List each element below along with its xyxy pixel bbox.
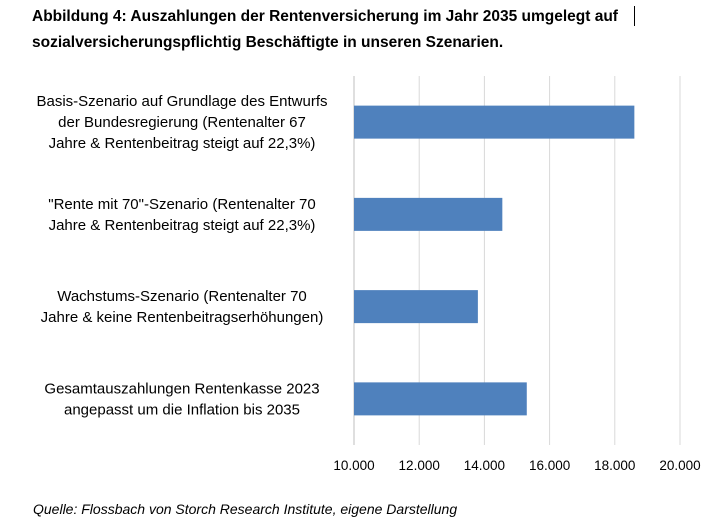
category-label-line: Jahre & Rentenbeitrag steigt auf 22,3%) <box>49 217 316 234</box>
category-label: Gesamtauszahlungen Rentenkasse 2023 angep… <box>44 380 319 418</box>
text-cursor <box>634 6 635 26</box>
category-label-line: "Rente mit 70"-Szenario (Rentenalter 70 <box>48 196 315 213</box>
x-tick-label: 10.000 <box>333 458 374 473</box>
category-label-line: Gesamtauszahlungen Rentenkasse 2023 <box>44 380 319 397</box>
source-note: Quelle: Flossbach von Storch Research In… <box>33 501 458 517</box>
category-label-line: angepasst um die Inflation bis 2035 <box>64 401 300 418</box>
x-tick-label: 14.000 <box>464 458 505 473</box>
category-label-line: Jahre & keine Rentenbeitragserhöhungen) <box>41 309 324 326</box>
chart-title-line-1: Abbildung 4: Auszahlungen der Rentenvers… <box>32 8 618 25</box>
bar <box>354 382 527 416</box>
x-tick-label: 18.000 <box>594 458 635 473</box>
category-label: "Rente mit 70"-Szenario (Rentenalter 70 J… <box>48 196 315 234</box>
category-label-line: Wachstums-Szenario (Rentenalter 70 <box>57 288 307 305</box>
category-label-line: Jahre & Rentenbeitrag steigt auf 22,3%) <box>49 135 316 152</box>
x-tick-label: 12.000 <box>399 458 440 473</box>
chart-title: Abbildung 4: Auszahlungen der Rentenvers… <box>32 4 672 56</box>
category-label-line: der Bundesregierung (Rentenalter 67 <box>58 114 306 131</box>
category-label: Wachstums-Szenario (Rentenalter 70 Jahre … <box>41 288 324 326</box>
category-label: Basis-Szenario auf Grundlage des Entwurf… <box>37 93 328 152</box>
x-tick-label: 20.000 <box>659 458 700 473</box>
bar <box>354 197 503 231</box>
chart-title-line-2: sozialversicherungspflichtig Beschäftigt… <box>32 34 504 51</box>
x-tick-label: 16.000 <box>529 458 570 473</box>
bar <box>354 290 478 324</box>
bar <box>354 105 635 139</box>
category-label-line: Basis-Szenario auf Grundlage des Entwurf… <box>37 93 328 110</box>
